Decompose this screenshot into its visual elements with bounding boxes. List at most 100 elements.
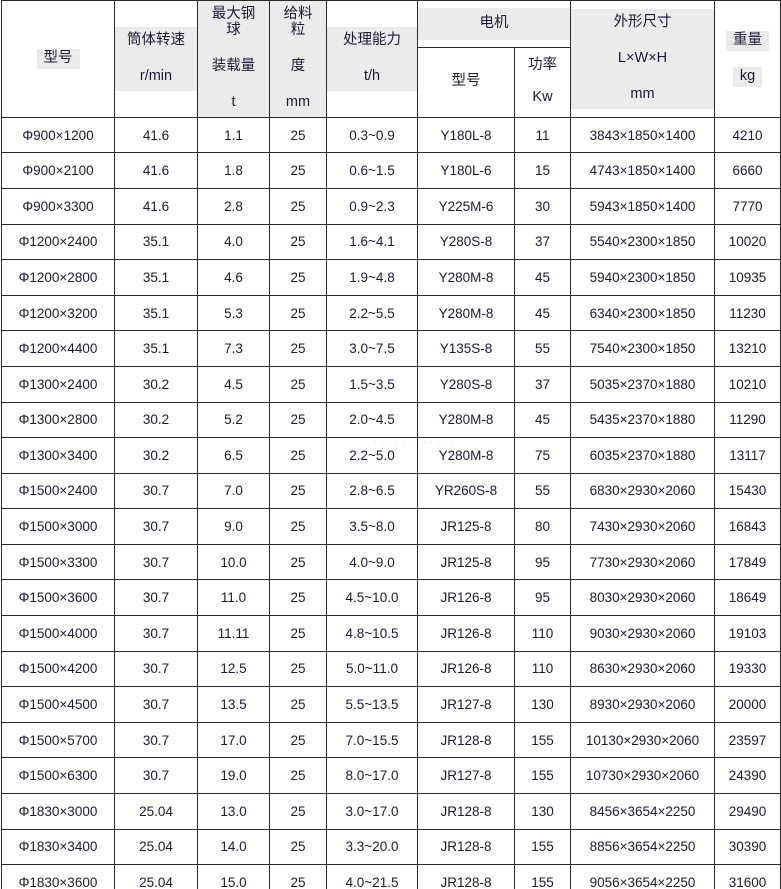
cell-feed-size: 25 — [269, 864, 327, 889]
cell-motor-power: 55 — [514, 330, 571, 367]
table-row: Φ1300×2400 30.2 4.5 25 1.5~3.5 Y280S-8 37 5035×… — [1, 365, 781, 403]
column-header-capacity-label: 处理能力 — [343, 31, 401, 48]
cell-speed: 30.7 — [114, 615, 198, 652]
cell-speed: 30.2 — [114, 437, 198, 474]
cell-model: Φ1300×2400 — [1, 365, 115, 403]
cell-ball-load: 6.5 — [197, 437, 270, 474]
cell-dimensions: 8030×2930×2060 — [570, 579, 715, 617]
table-row: Φ1500×3300 30.7 10.0 25 4.0~9.0 JR125-8 95 7730… — [1, 543, 781, 581]
cell-model: Φ1300×3400 — [1, 437, 115, 474]
column-header-motor-model-label: 型号 — [451, 73, 481, 90]
cell-motor-power: 130 — [514, 686, 571, 723]
table-row: Φ1500×4200 30.7 12.5 25 5.0~11.0 JR126-8 110 86… — [1, 650, 781, 688]
cell-speed: 30.7 — [114, 686, 198, 723]
cell-weight: 4210 — [714, 116, 781, 154]
cell-model: Φ900×2100 — [1, 152, 115, 189]
cell-motor-model: Y180L-6 — [417, 152, 515, 189]
cell-capacity: 8.0~17.0 — [326, 757, 418, 795]
cell-motor-model: JR128-8 — [417, 864, 515, 889]
cell-capacity: 3.0~7.5 — [326, 330, 418, 367]
table-row: Φ900×3300 41.6 2.8 25 0.9~2.3 Y225M-6 30 5943×1… — [1, 187, 781, 225]
cell-weight: 13117 — [714, 437, 781, 474]
cell-motor-power: 11 — [514, 116, 571, 154]
cell-motor-power: 130 — [514, 793, 571, 830]
cell-ball-load: 5.3 — [197, 294, 270, 332]
column-header-dimensions-formula: L×W×H — [617, 49, 668, 66]
cell-motor-model: JR126-8 — [417, 579, 515, 617]
cell-weight: 16843 — [714, 508, 781, 545]
cell-speed: 25.04 — [114, 864, 198, 889]
cell-ball-load: 4.5 — [197, 365, 270, 403]
cell-model: Φ1500×3600 — [1, 579, 115, 617]
cell-model: Φ1500×4200 — [1, 650, 115, 688]
column-header-motor-group-label: 电机 — [479, 14, 509, 31]
column-header-motor-model: 型号 — [417, 46, 515, 118]
cell-motor-model: Y280M-8 — [417, 294, 515, 332]
cell-ball-load: 2.8 — [197, 187, 270, 225]
cell-dimensions: 5540×2300×1850 — [570, 223, 715, 261]
cell-ball-load: 11.11 — [197, 615, 270, 652]
cell-weight: 11290 — [714, 401, 781, 439]
cell-feed-size: 25 — [269, 686, 327, 723]
cell-ball-load: 13.0 — [197, 793, 270, 830]
cell-ball-load: 9.0 — [197, 508, 270, 545]
cell-capacity: 1.9~4.8 — [326, 259, 418, 296]
cell-ball-load: 17.0 — [197, 721, 270, 759]
cell-model: Φ1500×3000 — [1, 508, 115, 545]
table-row: Φ1500×6300 30.7 19.0 25 8.0~17.0 JR127-8 155 10… — [1, 757, 781, 795]
cell-speed: 35.1 — [114, 223, 198, 261]
cell-speed: 30.7 — [114, 472, 198, 510]
cell-motor-power: 45 — [514, 259, 571, 296]
cell-model: Φ1500×2400 — [1, 472, 115, 510]
cell-speed: 30.2 — [114, 401, 198, 439]
cell-weight: 19330 — [714, 650, 781, 688]
cell-speed: 35.1 — [114, 330, 198, 367]
cell-weight: 30390 — [714, 828, 781, 866]
cell-speed: 25.04 — [114, 828, 198, 866]
cell-model: Φ1830×3000 — [1, 793, 115, 830]
cell-weight: 24390 — [714, 757, 781, 795]
cell-ball-load: 12.5 — [197, 650, 270, 688]
cell-motor-model: Y280S-8 — [417, 223, 515, 261]
cell-model: Φ1500×4000 — [1, 615, 115, 652]
cell-motor-model: Y225M-6 — [417, 187, 515, 225]
cell-capacity: 5.5~13.5 — [326, 686, 418, 723]
cell-dimensions: 6830×2930×2060 — [570, 472, 715, 510]
cell-feed-size: 25 — [269, 152, 327, 189]
column-header-weight-unit: kg — [732, 66, 763, 87]
cell-feed-size: 25 — [269, 259, 327, 296]
cell-speed: 30.7 — [114, 508, 198, 545]
cell-capacity: 3.5~8.0 — [326, 508, 418, 545]
cell-capacity: 1.5~3.5 — [326, 365, 418, 403]
cell-speed: 41.6 — [114, 116, 198, 154]
table-row: Φ900×2100 41.6 1.8 25 0.6~1.5 Y180L-6 15 4743×1… — [1, 152, 781, 189]
cell-feed-size: 25 — [269, 116, 327, 154]
table-row: Φ1500×4000 30.7 11.11 25 4.8~10.5 JR126-8 110 9… — [1, 615, 781, 652]
cell-motor-power: 110 — [514, 615, 571, 652]
cell-feed-size: 25 — [269, 721, 327, 759]
table-row: Φ900×1200 41.6 1.1 25 0.3~0.9 Y180L-8 11 3843×1… — [1, 116, 781, 154]
table-row: Φ1200×3200 35.1 5.3 25 2.2~5.5 Y280M-8 45 6340×… — [1, 294, 781, 332]
cell-motor-power: 75 — [514, 437, 571, 474]
cell-motor-model: JR128-8 — [417, 828, 515, 866]
cell-ball-load: 15.0 — [197, 864, 270, 889]
table-row: Φ1200×4400 35.1 7.3 25 3.0~7.5 Y135S-8 55 7540×… — [1, 330, 781, 367]
cell-motor-power: 37 — [514, 365, 571, 403]
cell-ball-load: 1.8 — [197, 152, 270, 189]
table-row: Φ1500×2400 30.7 7.0 25 2.8~6.5 YR260S-8 55 6830… — [1, 472, 781, 510]
cell-weight: 31600 — [714, 864, 781, 889]
cell-weight: 10020 — [714, 223, 781, 261]
cell-capacity: 1.6~4.1 — [326, 223, 418, 261]
cell-speed: 30.7 — [114, 650, 198, 688]
cell-ball-load: 5.2 — [197, 401, 270, 439]
cell-weight: 10935 — [714, 259, 781, 296]
cell-ball-load: 10.0 — [197, 543, 270, 581]
cell-weight: 20000 — [714, 686, 781, 723]
cell-capacity: 4.0~9.0 — [326, 543, 418, 581]
cell-feed-size: 25 — [269, 650, 327, 688]
cell-weight: 6660 — [714, 152, 781, 189]
cell-model: Φ1830×3400 — [1, 828, 115, 866]
cell-speed: 30.7 — [114, 579, 198, 617]
table-row: Φ1300×3400 30.2 6.5 25 2.2~5.0 Y280M-8 75 6035×… — [1, 437, 781, 474]
